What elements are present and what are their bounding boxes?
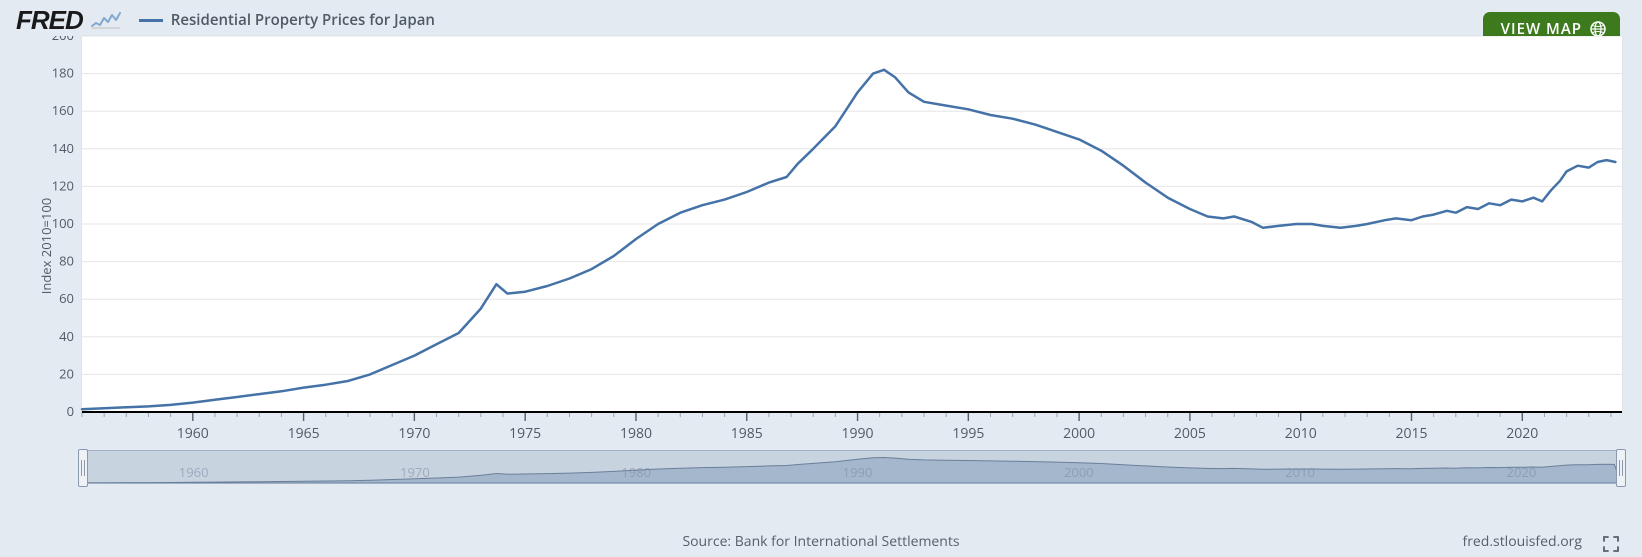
svg-text:1980: 1980	[621, 463, 651, 481]
svg-text:1970: 1970	[400, 463, 430, 481]
svg-text:1990: 1990	[843, 463, 873, 481]
svg-text:120: 120	[52, 176, 74, 194]
navigator-left-handle[interactable]	[78, 449, 88, 487]
svg-text:1960: 1960	[177, 424, 209, 443]
navigator-right-handle[interactable]	[1616, 449, 1626, 487]
svg-text:100: 100	[52, 214, 74, 232]
svg-text:0: 0	[67, 402, 74, 420]
svg-text:2000: 2000	[1063, 424, 1095, 443]
chart-svg: 0 20 40 60 80 100 120 140 160 180 200 1960 1965 1970 1…	[32, 36, 1622, 456]
svg-text:1985: 1985	[731, 424, 763, 443]
logo-spark-icon	[91, 11, 121, 29]
svg-text:20: 20	[59, 364, 74, 382]
globe-icon	[1590, 21, 1606, 37]
fred-chart-container: { "header": { "logo_text": "FRED", "seri…	[0, 0, 1642, 557]
range-navigator[interactable]: 1960 1970 1980 1990 2000 2010 2020	[82, 450, 1622, 484]
svg-text:1960: 1960	[179, 463, 209, 481]
legend-series-swatch	[139, 19, 163, 22]
svg-text:2020: 2020	[1506, 424, 1538, 443]
chart-area[interactable]: Index 2010=100 0204060801001201401601802…	[32, 36, 1622, 456]
svg-text:40: 40	[59, 327, 74, 345]
svg-text:2005: 2005	[1174, 424, 1206, 443]
navigator-svg: 1960 1970 1980 1990 2000 2010 2020	[83, 451, 1621, 483]
svg-text:1975: 1975	[509, 424, 541, 443]
svg-text:180: 180	[52, 64, 74, 82]
footer: Source: Bank for International Settlemen…	[0, 532, 1642, 551]
svg-text:140: 140	[52, 139, 74, 157]
svg-text:1965: 1965	[288, 424, 320, 443]
svg-text:80: 80	[59, 252, 74, 270]
svg-text:1990: 1990	[842, 424, 874, 443]
legend-series-label[interactable]: Residential Property Prices for Japan	[171, 10, 435, 30]
fullscreen-icon[interactable]	[1602, 535, 1620, 553]
source-label: Source: Bank for International Settlemen…	[682, 532, 959, 551]
svg-text:2020: 2020	[1507, 463, 1537, 481]
svg-text:1980: 1980	[620, 424, 652, 443]
svg-text:200: 200	[52, 36, 74, 44]
svg-text:60: 60	[59, 289, 74, 307]
svg-text:2015: 2015	[1395, 424, 1427, 443]
svg-text:160: 160	[52, 101, 74, 119]
attribution: fred.stlouisfed.org	[1462, 532, 1582, 551]
svg-text:2010: 2010	[1285, 463, 1315, 481]
svg-text:2010: 2010	[1285, 424, 1317, 443]
svg-text:1970: 1970	[398, 424, 430, 443]
header: FRED Residential Property Prices for Jap…	[16, 6, 435, 34]
legend: Residential Property Prices for Japan	[139, 10, 435, 30]
svg-text:2000: 2000	[1064, 463, 1094, 481]
svg-text:1995: 1995	[952, 424, 984, 443]
fred-logo[interactable]: FRED	[16, 5, 83, 36]
